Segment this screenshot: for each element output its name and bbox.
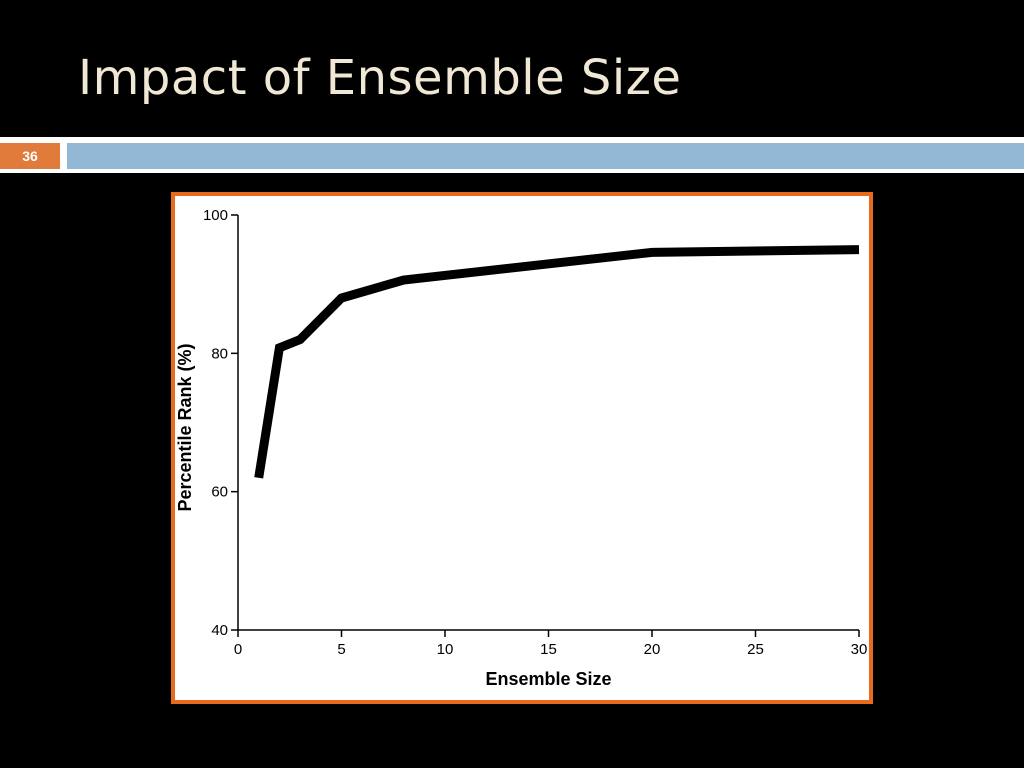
x-tick-label: 25 <box>747 641 764 658</box>
slide-title: Impact of Ensemble Size <box>78 50 682 106</box>
chart-axes <box>237 215 859 631</box>
y-tick-label: 60 <box>211 484 228 501</box>
line-chart: 40 60 80 100 0 5 10 15 20 25 30 Ensemble Size Perc… <box>175 207 867 689</box>
y-tick-label: 40 <box>211 622 228 639</box>
y-tick-label: 100 <box>203 207 228 224</box>
x-tick-label: 20 <box>644 641 661 658</box>
x-tick-label: 15 <box>540 641 557 658</box>
y-axis-label: Percentile Rank (%) <box>175 343 195 511</box>
chart-series <box>254 245 860 479</box>
x-tick-label: 30 <box>851 641 868 658</box>
series-line <box>254 245 860 479</box>
y-tick-label: 80 <box>211 345 228 362</box>
x-tick-label: 10 <box>437 641 454 658</box>
chart-ticks: 40 60 80 100 0 5 10 15 20 25 30 <box>203 207 867 658</box>
x-tick-label: 5 <box>337 641 345 658</box>
x-tick-label: 0 <box>234 641 242 658</box>
chart-frame: 40 60 80 100 0 5 10 15 20 25 30 Ensemble Size Perc… <box>171 192 873 704</box>
slide-number: 36 <box>0 143 60 169</box>
accent-bar <box>67 143 1024 169</box>
x-axis-label: Ensemble Size <box>485 669 611 689</box>
